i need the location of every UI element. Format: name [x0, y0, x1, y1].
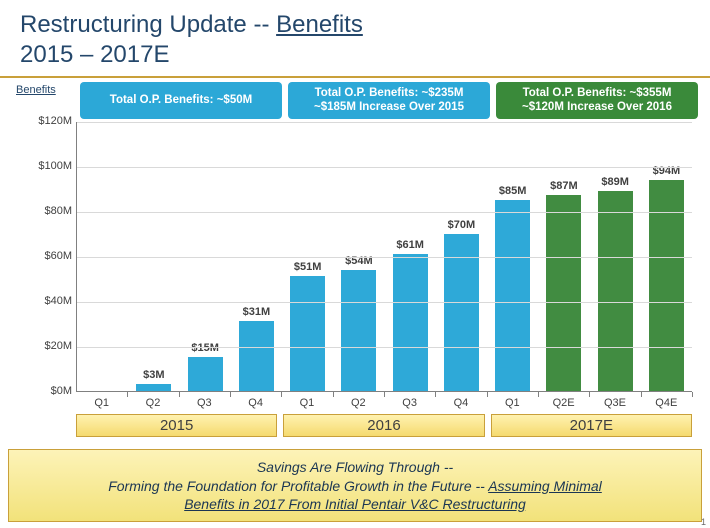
gridline — [77, 257, 692, 258]
chart-area: $3M$15M$31M$51M$54M$61M$70M$85M$87M$89M$… — [24, 122, 696, 412]
year-group-label: 2016 — [283, 414, 484, 437]
bar-value-label: $87M — [538, 180, 589, 192]
x-tick-mark — [589, 392, 590, 397]
footer-callout: Savings Are Flowing Through -- Forming t… — [8, 449, 702, 522]
bar — [546, 195, 581, 391]
footer-line3: Benefits in 2017 From Initial Pentair V&… — [184, 496, 526, 512]
x-tick-mark — [641, 392, 642, 397]
slide-title: Restructuring Update -- Benefits 2015 – … — [0, 0, 710, 78]
y-tick-label: $40M — [24, 295, 72, 307]
bar-value-label: $3M — [128, 369, 179, 381]
footer-line2a: Forming the Foundation for Profitable Gr… — [108, 478, 488, 494]
y-tick-label: $80M — [24, 205, 72, 217]
bar-value-label: $15M — [180, 342, 231, 354]
x-tick-mark — [692, 392, 693, 397]
x-tick-label: Q3 — [179, 394, 230, 409]
header-label-row: Total O.P. Benefits: ~$50MTotal O.P. Ben… — [80, 82, 698, 119]
y-axis-caption: Benefits — [16, 84, 56, 96]
year-group-row: 2015 2016 2017E — [76, 414, 692, 437]
bar-value-label: $31M — [231, 306, 282, 318]
bar — [290, 276, 325, 391]
bar — [341, 270, 376, 392]
x-tick-label: Q1 — [76, 394, 127, 409]
year-group-label: 2015 — [76, 414, 277, 437]
x-tick-mark — [281, 392, 282, 397]
bar-value-label: $70M — [436, 219, 487, 231]
x-tick-mark — [487, 392, 488, 397]
x-tick-mark — [384, 392, 385, 397]
y-tick-label: $120M — [24, 115, 72, 127]
x-tick-mark — [333, 392, 334, 397]
plot-region: $3M$15M$31M$51M$54M$61M$70M$85M$87M$89M$… — [76, 122, 692, 392]
x-tick-label: Q2 — [127, 394, 178, 409]
header-label: Total O.P. Benefits: ~$235M~$185M Increa… — [288, 82, 490, 119]
x-tick-label: Q2E — [538, 394, 589, 409]
bar — [598, 191, 633, 391]
y-tick-label: $20M — [24, 340, 72, 352]
x-tick-label: Q3E — [589, 394, 640, 409]
bar — [239, 321, 274, 391]
title-part1: Restructuring Update -- — [20, 11, 276, 38]
y-tick-label: $100M — [24, 160, 72, 172]
y-tick-label: $60M — [24, 250, 72, 262]
x-tick-label: Q1 — [281, 394, 332, 409]
x-tick-mark — [179, 392, 180, 397]
gridline — [77, 167, 692, 168]
title-line2: 2015 – 2017E — [20, 41, 169, 68]
bar-value-label: $61M — [385, 239, 436, 251]
gridline — [77, 122, 692, 123]
page-number: 1 — [701, 517, 706, 527]
title-underlined: Benefits — [276, 11, 363, 38]
gridline — [77, 302, 692, 303]
header-label: Total O.P. Benefits: ~$50M — [80, 82, 282, 119]
x-tick-label: Q4 — [230, 394, 281, 409]
bar — [188, 357, 223, 391]
x-tick-mark — [538, 392, 539, 397]
header-label: Total O.P. Benefits: ~$355M~$120M Increa… — [496, 82, 698, 119]
x-tick-label: Q1 — [487, 394, 538, 409]
x-tick-label: Q4E — [641, 394, 692, 409]
bar — [495, 200, 530, 391]
bar-value-label: $85M — [487, 185, 538, 197]
bar-value-label: $51M — [282, 261, 333, 273]
year-group-label: 2017E — [491, 414, 692, 437]
x-tick-label: Q2 — [333, 394, 384, 409]
x-tick-mark — [127, 392, 128, 397]
x-tick-mark — [435, 392, 436, 397]
x-tick-label: Q3 — [384, 394, 435, 409]
gridline — [77, 212, 692, 213]
bar — [393, 254, 428, 391]
bar-value-label: $89M — [590, 176, 641, 188]
gridline — [77, 347, 692, 348]
footer-line2b: Assuming Minimal — [488, 478, 602, 494]
x-tick-label: Q4 — [435, 394, 486, 409]
footer-line1: Savings Are Flowing Through -- — [257, 459, 453, 475]
y-tick-label: $0M — [24, 385, 72, 397]
bar — [136, 384, 171, 391]
x-tick-mark — [230, 392, 231, 397]
